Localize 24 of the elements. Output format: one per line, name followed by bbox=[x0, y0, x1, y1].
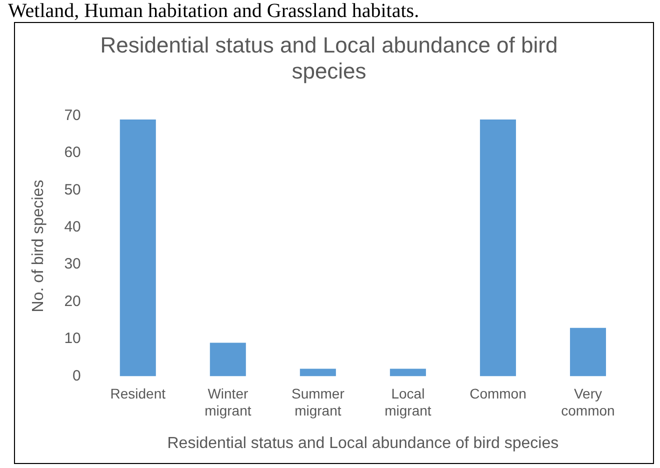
x-tick-label: Winter migrant bbox=[204, 385, 252, 418]
y-tick-label: 20 bbox=[64, 292, 81, 310]
bar bbox=[300, 368, 336, 376]
bar bbox=[120, 120, 156, 376]
x-tick-label: Common bbox=[470, 385, 526, 402]
bar bbox=[390, 368, 426, 376]
y-tick-label: 30 bbox=[64, 256, 81, 273]
x-tick-label: Summer migrant bbox=[291, 385, 345, 418]
y-axis-title: No. of bird species bbox=[30, 180, 48, 312]
y-tick-label: 10 bbox=[64, 330, 81, 348]
y-tick-label: 40 bbox=[64, 218, 81, 236]
x-tick-label: Very common bbox=[561, 385, 615, 418]
x-axis-title: Residential status and Local abundance of bird species bbox=[167, 434, 559, 452]
bar bbox=[210, 342, 246, 376]
bar bbox=[570, 328, 606, 376]
y-tick-label: 50 bbox=[64, 181, 81, 198]
bar bbox=[480, 120, 516, 376]
y-tick-label: 0 bbox=[72, 367, 81, 384]
y-tick-label: 60 bbox=[64, 144, 81, 162]
chart-title: Residential status and Local abundance of bird species bbox=[100, 32, 558, 84]
x-tick-label: Resident bbox=[110, 385, 166, 402]
text: Wetland, Human habitation and Grassland habitats. bbox=[7, 0, 420, 22]
y-tick-label: 70 bbox=[64, 106, 81, 124]
x-tick-label: Local migrant bbox=[384, 385, 432, 418]
